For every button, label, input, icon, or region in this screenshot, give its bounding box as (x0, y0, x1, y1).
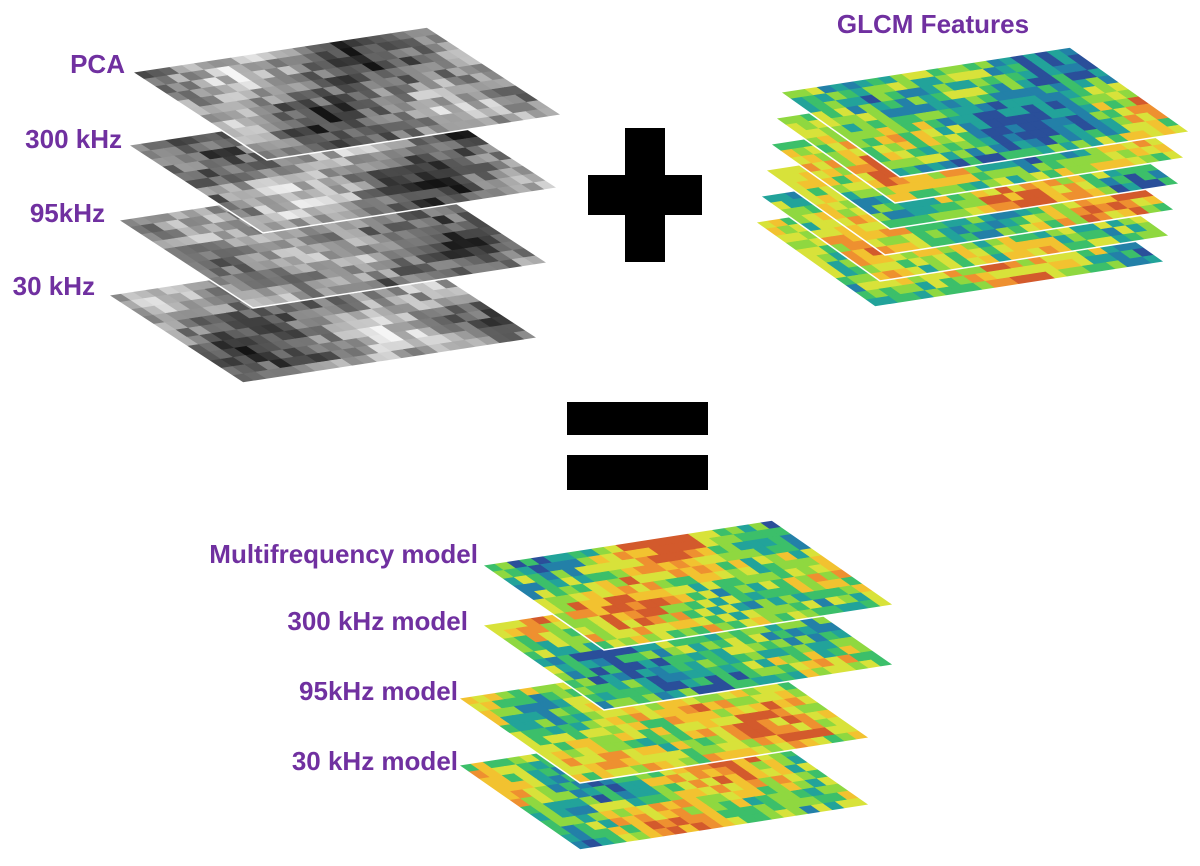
layer-label: 95kHz model (299, 676, 458, 706)
layer-label: Multifrequency model (209, 539, 478, 569)
layer-label: PCA (70, 49, 125, 79)
layer (778, 46, 1192, 178)
layer-label: 300 kHz model (287, 606, 468, 636)
layer (129, 26, 565, 161)
layer-label: 30 kHz (13, 271, 95, 301)
layer-stacks (105, 26, 1192, 851)
layer-label: 95kHz (30, 198, 105, 228)
layer-outline (480, 519, 896, 651)
layer-outline (778, 46, 1192, 178)
layer-label: 300 kHz (25, 124, 122, 154)
equals-sign (567, 402, 708, 490)
layer-label: 30 kHz model (292, 746, 458, 776)
layer-outline (129, 26, 565, 161)
plus-horizontal (588, 175, 702, 215)
equals-bottom (567, 455, 708, 490)
stack-title: GLCM Features (837, 9, 1029, 39)
plus-sign (588, 128, 702, 262)
equals-top (567, 402, 708, 435)
layer (480, 519, 896, 651)
